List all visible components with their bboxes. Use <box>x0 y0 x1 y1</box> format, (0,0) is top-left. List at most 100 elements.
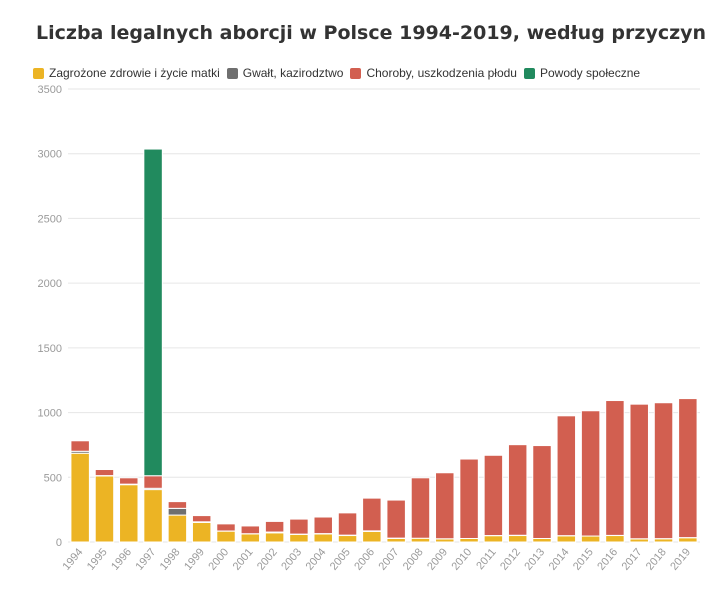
x-tick-label: 2009 <box>425 546 450 572</box>
legend-swatch-maternal-health <box>33 67 44 79</box>
bar-segment <box>532 538 552 543</box>
legend-label-maternal-health: Zagrożone zdrowie i życie matki <box>49 66 220 80</box>
bar-segment <box>532 445 552 540</box>
bar-segment <box>119 477 139 485</box>
bar-segment <box>216 530 236 543</box>
x-tick-label: 1995 <box>85 546 110 572</box>
x-tick-label: 1996 <box>109 546 134 572</box>
legend-label-rape-incest: Gwałt, kazirodztwo <box>242 66 344 80</box>
x-tick-label: 2004 <box>304 546 329 572</box>
x-tick-label: 2018 <box>644 546 669 572</box>
bar-segment <box>240 533 261 543</box>
bar-segment <box>678 537 698 543</box>
x-tick-label: 2017 <box>620 546 645 572</box>
x-tick-label: 2006 <box>352 546 377 572</box>
bar-segment <box>362 530 382 543</box>
x-tick-label: 2007 <box>377 546 402 572</box>
bar-segment <box>386 538 406 543</box>
legend-item-fetal-defects[interactable]: Choroby, uszkodzenia płodu <box>350 66 517 80</box>
x-tick-label: 1997 <box>133 546 158 572</box>
bar-segment <box>678 398 698 539</box>
bar-segment <box>94 475 115 543</box>
bar-segment <box>507 444 528 536</box>
bar-segment <box>143 475 163 489</box>
bar-segment <box>167 501 188 509</box>
bar-segment <box>240 525 261 535</box>
bar-segment <box>410 477 431 539</box>
y-tick-label: 1000 <box>38 408 62 420</box>
legend-swatch-social-reasons <box>523 67 535 79</box>
x-tick-label: 2005 <box>328 546 353 572</box>
x-tick-label: 2014 <box>547 546 572 572</box>
bar-segment <box>94 469 115 477</box>
x-tick-label: 2002 <box>255 546 280 572</box>
y-tick-label: 3500 <box>38 84 62 96</box>
x-tick-label: 1999 <box>182 546 207 572</box>
x-tick-label: 2008 <box>401 546 426 572</box>
bar-segment <box>483 454 504 537</box>
bar-segment <box>337 535 358 543</box>
bar-segment <box>264 532 285 543</box>
bar-segment <box>580 410 601 537</box>
bar-segment <box>143 148 163 477</box>
bar-segment <box>167 507 188 516</box>
legend-item-social-reasons[interactable]: Powody społeczne <box>523 66 641 80</box>
x-tick-label: 2003 <box>279 546 304 572</box>
x-tick-label: 2000 <box>206 546 231 572</box>
bar-segment <box>191 515 212 523</box>
bar-segment <box>289 533 309 543</box>
bar-segment <box>605 400 625 536</box>
bar-segment <box>556 535 577 543</box>
bar-segment <box>459 538 479 543</box>
bar-segment <box>556 415 577 537</box>
x-tick-label: 2010 <box>449 546 474 572</box>
bar-segment <box>119 484 139 543</box>
x-tick-label: 2013 <box>522 546 547 572</box>
x-tick-label: 2011 <box>474 546 498 572</box>
bar-segment <box>313 533 333 543</box>
x-tick-label: 2012 <box>498 546 523 572</box>
bar-segment <box>167 514 188 543</box>
y-tick-label: 3000 <box>38 149 62 161</box>
bar-segment <box>264 520 285 533</box>
bar-segment <box>507 535 528 543</box>
x-tick-label: 1998 <box>158 546 183 572</box>
y-tick-label: 0 <box>56 537 62 549</box>
bar-segment <box>386 499 406 539</box>
bar-segment <box>70 452 90 543</box>
legend-item-rape-incest[interactable]: Gwałt, kazirodztwo <box>226 66 344 80</box>
legend-label-fetal-defects: Choroby, uszkodzenia płodu <box>366 66 517 80</box>
y-tick-label: 1500 <box>38 343 62 355</box>
y-tick-label: 500 <box>44 472 62 484</box>
bar-segment <box>483 535 504 543</box>
bar-segment <box>435 472 455 540</box>
legend-swatch-rape-incest <box>226 67 238 79</box>
bar-segment <box>459 458 479 540</box>
bar-segment <box>362 497 382 532</box>
y-tick-label: 2000 <box>38 278 62 290</box>
legend-item-maternal-health[interactable]: Zagrożone zdrowie i życie matki <box>33 66 220 80</box>
bar-segment <box>289 518 309 535</box>
bar-segment <box>143 489 163 543</box>
chart-title: Liczba legalnych aborcji w Polsce 1994-2… <box>36 22 707 44</box>
bar-segment <box>313 516 333 535</box>
chart-legend: Zagrożone zdrowie i życie matki Gwałt, k… <box>33 66 647 80</box>
x-tick-label: 2015 <box>571 546 596 572</box>
legend-swatch-fetal-defects <box>350 67 362 79</box>
bar-segment <box>70 440 90 452</box>
legend-label-social-reasons: Powody społeczne <box>539 66 641 80</box>
bar-segment <box>216 523 236 532</box>
bar-segment <box>653 402 674 540</box>
bar-segment <box>629 403 649 540</box>
bar-segment <box>337 512 358 536</box>
y-tick-label: 2500 <box>38 213 62 225</box>
x-tick-label: 2001 <box>231 546 256 572</box>
bar-segment <box>605 535 625 543</box>
bar-segment <box>410 537 431 543</box>
x-tick-label: 1994 <box>61 546 86 572</box>
x-tick-label: 2019 <box>668 546 693 572</box>
bar-segment <box>580 535 601 543</box>
x-tick-label: 2016 <box>595 546 620 572</box>
bar-segment <box>191 521 212 543</box>
